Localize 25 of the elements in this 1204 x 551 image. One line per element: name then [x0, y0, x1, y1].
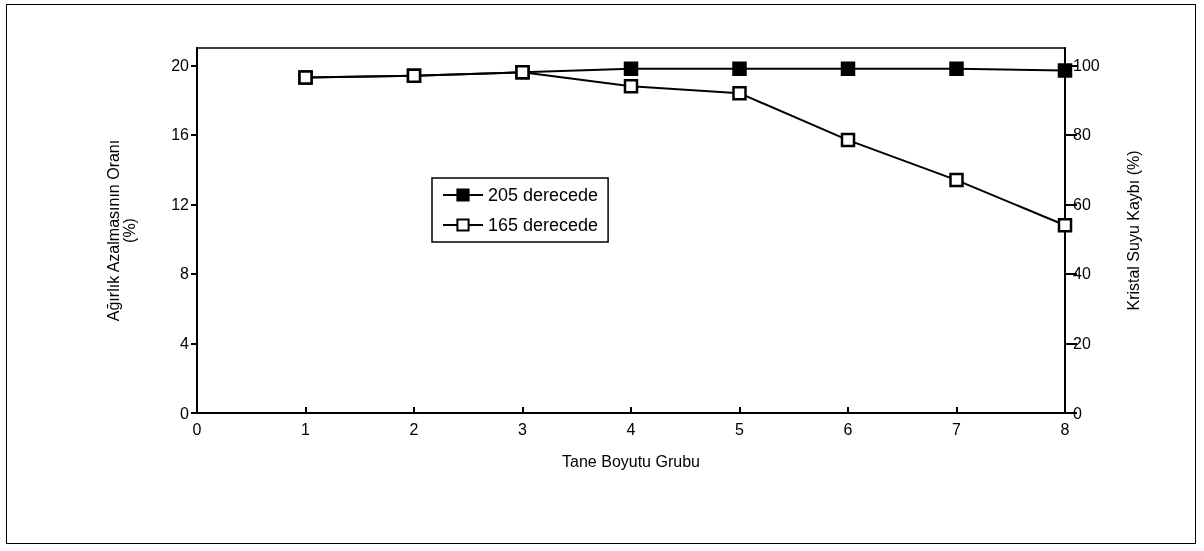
- x-tick-label: 7: [952, 420, 962, 438]
- y-axis-title: Ağırlık Azalmasının Oranı (%): [104, 139, 138, 322]
- x-tick-label: 1: [301, 420, 311, 438]
- x-tick-label: 4: [626, 420, 636, 438]
- x-axis-title: Tane Boyutu Grubu: [562, 452, 700, 470]
- y2-tick-label: 80: [1073, 126, 1091, 144]
- x-tick-label: 8: [1060, 420, 1070, 438]
- x-tick-label: 5: [735, 420, 745, 438]
- y-tick-label: 4: [180, 334, 190, 352]
- y2-tick-label: 100: [1073, 56, 1100, 74]
- x-tick-label: 0: [192, 420, 202, 438]
- y-tick-label: 8: [180, 265, 190, 283]
- y-tick-label: 20: [171, 56, 190, 74]
- x-tick-label: 6: [843, 420, 853, 438]
- y2-tick-label: 20: [1073, 334, 1091, 352]
- y-tick-label: 16: [171, 126, 190, 144]
- y-tick-label: 12: [171, 195, 190, 213]
- y-tick-label: 0: [180, 404, 190, 422]
- legend-label: 205 derecede: [488, 185, 599, 205]
- x-tick-label: 2: [409, 420, 419, 438]
- legend-label: 165 derecede: [488, 215, 599, 235]
- y2-axis-title: Kristal Suyu Kaybı (%): [1124, 150, 1142, 311]
- x-tick-label: 3: [518, 420, 528, 438]
- y2-tick-label: 60: [1073, 195, 1091, 213]
- y2-tick-label: 40: [1073, 265, 1091, 283]
